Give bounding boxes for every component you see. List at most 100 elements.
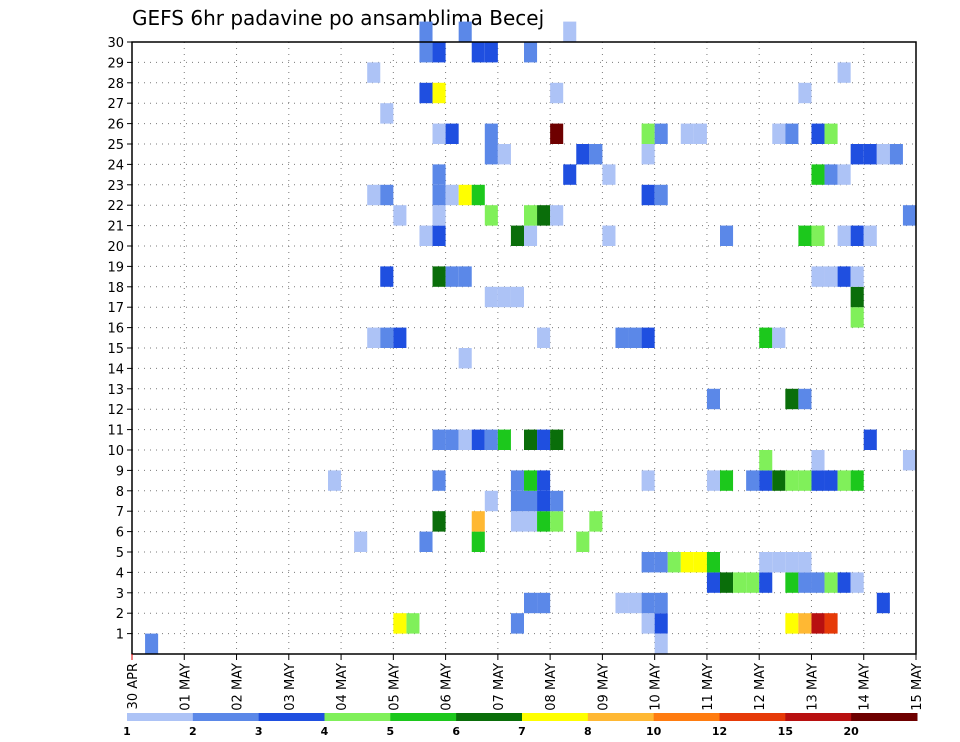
legend-swatch [719,713,786,721]
heat-cell [510,613,524,634]
x-tick-label: 14 MAY [858,663,873,711]
heat-cell [497,429,511,450]
y-tick-label: 17 [107,301,124,316]
heat-cell [471,531,485,552]
legend-swatch [456,713,523,721]
heat-cell [524,42,538,63]
heat-cell [811,470,825,491]
heat-cell [693,552,707,573]
heat-cell [550,205,564,226]
heat-cell [850,572,864,593]
legend-label: 5 [387,725,395,738]
heat-cell [824,613,838,634]
legend-label: 15 [778,725,793,738]
heat-cell [876,592,890,614]
heat-cell [537,429,551,450]
legend-swatch [587,713,655,721]
y-tick-label: 24 [107,158,124,173]
heat-cell [550,82,564,104]
heat-cell [550,123,564,144]
heat-cell [824,470,838,491]
heat-cell [811,123,825,144]
x-tick-label: 06 MAY [440,663,455,711]
x-tick-label: 01 MAY [178,663,193,711]
heat-cell [471,429,485,450]
heat-cell [811,450,825,471]
heat-cell [419,531,433,552]
heat-cell [680,552,694,573]
heat-cell [706,572,720,593]
heat-cell [432,42,446,63]
heat-cell [850,144,864,165]
heat-cell [432,123,446,144]
heat-cell [654,613,668,634]
heat-cell [537,592,551,614]
heat-cell [706,388,720,410]
legend-label: 3 [255,725,263,738]
heat-cell [432,429,446,450]
heat-cell [380,327,394,348]
heat-cell [524,205,538,226]
heat-cell [759,552,773,573]
heat-cell [537,327,551,348]
heat-cell [563,164,577,185]
heat-cell [471,184,485,206]
heat-cell [889,144,903,165]
legend-swatch [785,713,852,721]
heat-cell [798,225,812,246]
heat-cell [850,225,864,246]
y-tick-label: 5 [116,546,124,561]
heat-cell [837,62,851,83]
heat-cell [537,511,551,532]
heat-cell [654,123,668,144]
heat-cell [537,470,551,491]
heat-cell [876,144,890,165]
x-tick-label: 10 MAY [649,663,664,711]
y-tick-label: 23 [107,179,124,194]
heat-cell [641,613,655,634]
heat-cell [432,266,446,287]
heat-cell [419,82,433,104]
heat-cell [550,511,564,532]
heat-cell [798,552,812,573]
heat-cell [576,531,590,552]
legend-swatch [851,713,918,721]
heat-cell [798,82,812,104]
heat-cell [484,429,498,450]
heat-cell [785,613,799,634]
heat-cell [484,490,498,512]
heat-cell [563,21,577,42]
x-tick-label: 30 APR [126,663,141,709]
heat-cell [445,123,459,144]
x-tick-label: 05 MAY [387,663,402,711]
heat-cell [811,572,825,593]
heat-cell [354,531,368,552]
heat-cell [484,42,498,63]
legend-label: 1 [123,725,131,738]
heat-cell [720,225,734,246]
heat-cell [471,42,485,63]
heat-cell [759,470,773,491]
heat-cell [733,572,747,593]
heat-cell [510,511,524,532]
x-tick-label: 08 MAY [544,663,559,711]
heat-cell [641,144,655,165]
y-tick-label: 14 [107,362,124,377]
heat-cell [798,470,812,491]
heat-cell [902,205,916,226]
x-tick-label: 11 MAY [701,663,716,711]
heat-cell [367,184,381,206]
y-tick-label: 11 [107,424,124,439]
heat-cell [811,164,825,185]
y-tick-label: 12 [107,403,124,418]
heat-cell [628,592,642,614]
heat-cell [537,205,551,226]
heat-cell [393,327,407,348]
heat-cell [432,164,446,185]
heat-cell [497,286,511,308]
legend-swatch [127,713,194,721]
heat-cell [654,184,668,206]
legend-label: 10 [646,725,662,738]
heat-cell [850,470,864,491]
y-tick-label: 20 [107,240,124,255]
